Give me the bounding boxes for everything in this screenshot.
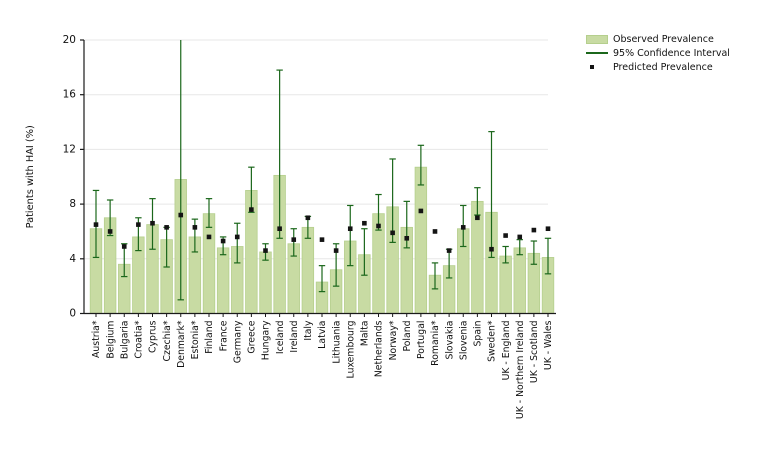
predicted-marker [206, 234, 212, 240]
x-tick-label: Austria* [91, 320, 102, 358]
predicted-marker [333, 248, 339, 253]
y-tick-label: 20 [63, 34, 76, 46]
legend-item-predicted: Predicted Prevalence [586, 60, 730, 74]
bar [414, 166, 428, 314]
predicted-marker [220, 238, 226, 244]
predicted-marker [277, 226, 282, 232]
predicted-marker [404, 235, 410, 241]
predicted-marker [517, 234, 523, 240]
x-tick-label: UK - England [501, 320, 512, 380]
x-tick-label: Lithuania [331, 321, 342, 364]
predicted-marker [150, 220, 155, 226]
predicted-marker [291, 237, 297, 242]
legend-label: 95% Confidence Interval [613, 47, 730, 59]
predicted-marker [475, 215, 480, 221]
bar [499, 255, 512, 314]
predicted-marker [263, 248, 268, 253]
x-tick-label: Cyprus [148, 320, 159, 353]
x-tick-label: UK - Wales [543, 320, 554, 370]
predicted-marker [234, 234, 240, 240]
predicted-marker [446, 248, 452, 253]
x-tick-label: Norway* [388, 320, 399, 360]
x-tick-label: Greece [247, 320, 258, 353]
predicted-marker [376, 223, 381, 229]
predicted-marker [390, 230, 395, 236]
legend-label: Predicted Prevalence [613, 61, 713, 73]
predicted-marker [362, 220, 367, 226]
y-tick-label: 0 [69, 308, 76, 320]
x-tick-label: Germany [232, 320, 243, 363]
x-tick-label: Czechia* [162, 320, 173, 361]
legend-item-observed: Observed Prevalence [586, 32, 730, 46]
x-tick-label: Finland [204, 320, 215, 353]
legend-item-confidence-interval: 95% Confidence Interval [586, 46, 730, 60]
x-tick-label: Romania* [430, 320, 441, 366]
observed-prevalence-swatch-icon [586, 34, 608, 44]
x-tick-label: Poland [402, 320, 413, 351]
predicted-marker [192, 225, 198, 230]
x-tick-label: Ireland [289, 320, 300, 352]
y-axis-title: Patients with HAI (%) [25, 125, 36, 228]
x-tick-label: Iceland [275, 320, 286, 354]
predicted-prevalence-swatch-icon [586, 65, 608, 69]
x-tick-label: Sweden* [487, 320, 498, 362]
x-tick-label: UK - Scotland [529, 320, 540, 383]
legend-label: Observed Prevalence [613, 33, 714, 45]
x-tick-label: France [218, 320, 229, 351]
bar [513, 247, 526, 314]
y-tick-label: 4 [69, 253, 76, 265]
bar [216, 247, 230, 314]
x-tick-label: Croatia* [134, 320, 145, 358]
x-tick-label: Belgium [105, 321, 116, 359]
y-tick-label: 8 [69, 198, 76, 210]
predicted-marker [164, 225, 169, 230]
x-tick-label: UK - Northern Ireland [515, 320, 526, 419]
x-tick-label: Slovakia [444, 321, 455, 360]
x-tick-label: Bulgaria [119, 321, 130, 360]
predicted-marker [489, 246, 494, 252]
bar [301, 226, 315, 314]
predicted-marker [107, 229, 113, 234]
x-tick-label: Malta [360, 321, 371, 347]
x-tick-label: Portugal [416, 321, 427, 360]
predicted-marker [545, 226, 551, 232]
x-tick-label: Slovenia [458, 321, 469, 361]
predicted-marker [93, 222, 99, 227]
predicted-marker [319, 237, 325, 242]
x-tick-label: Spain [473, 320, 484, 346]
bar [259, 251, 272, 314]
predicted-marker [432, 229, 438, 234]
legend: Observed Prevalence 95% Confidence Inter… [586, 32, 730, 74]
x-tick-label: Hungary [261, 320, 272, 360]
x-tick-label: Italy [303, 320, 314, 341]
predicted-marker [503, 233, 508, 238]
predicted-marker [347, 226, 353, 232]
predicted-marker [305, 215, 311, 221]
x-tick-label: Denmark* [176, 320, 187, 368]
y-tick-label: 12 [63, 143, 76, 155]
x-tick-label: Netherlands [374, 320, 385, 377]
x-tick-label: Luxembourg [345, 320, 356, 378]
predicted-marker [121, 244, 127, 249]
x-tick-label: Estonia* [190, 320, 201, 359]
predicted-marker [460, 225, 466, 230]
x-tick-label: Latvia [317, 321, 328, 349]
predicted-marker [136, 222, 141, 227]
confidence-interval-swatch-icon [586, 52, 608, 54]
predicted-marker [531, 227, 537, 233]
predicted-marker [249, 207, 254, 212]
bar [202, 213, 216, 314]
predicted-marker [178, 212, 184, 218]
predicted-marker [418, 208, 424, 214]
y-tick-label: 16 [63, 89, 77, 101]
